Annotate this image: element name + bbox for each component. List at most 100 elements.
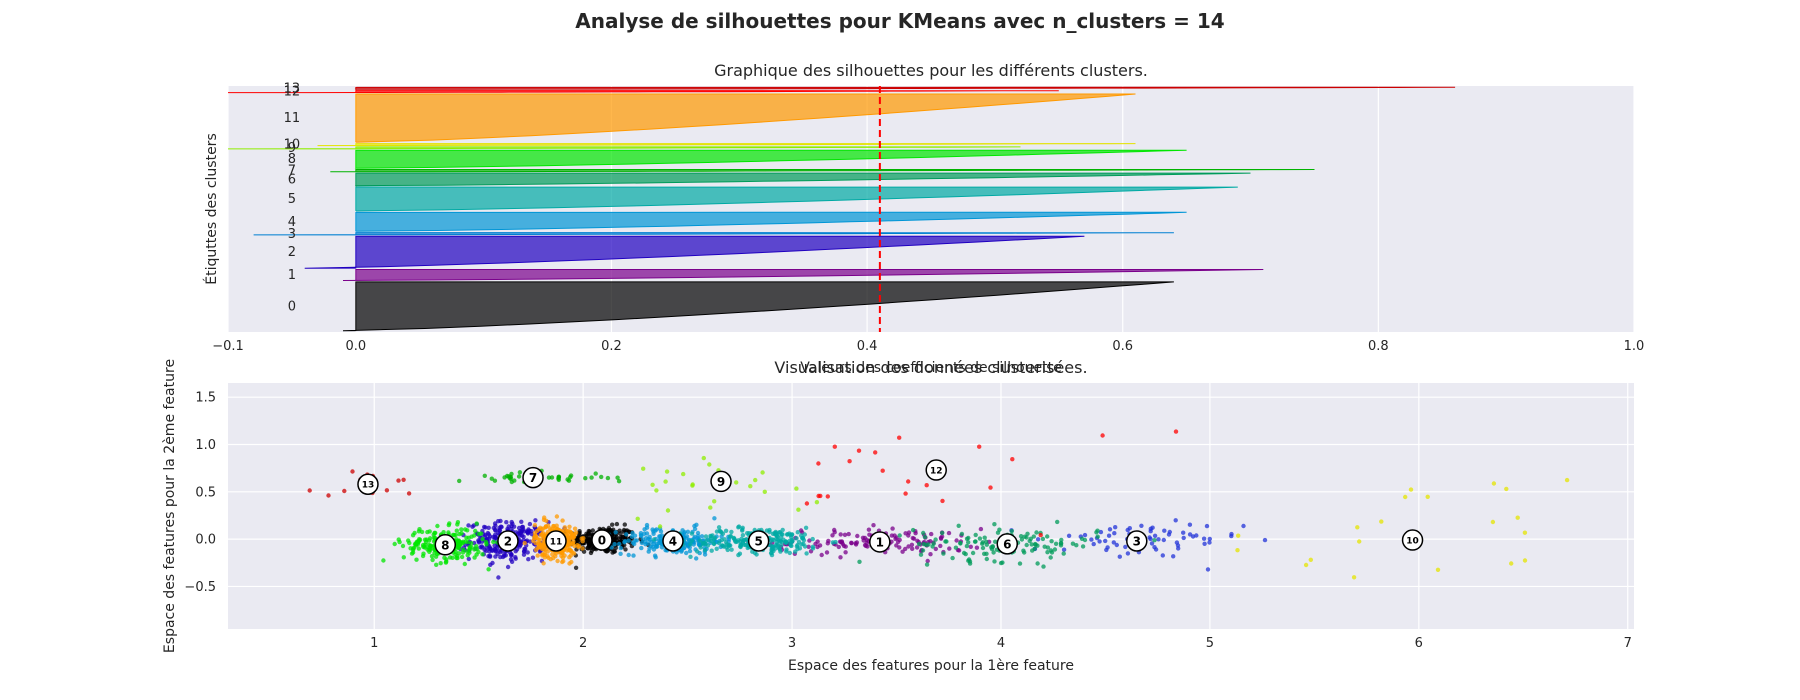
silhouette-x-tick-label: 0.6 <box>1112 339 1133 354</box>
silhouette-cluster-label: 12 <box>284 85 301 100</box>
scatter-point <box>543 547 549 552</box>
scatter-point <box>1204 523 1210 529</box>
scatter-point <box>613 530 618 535</box>
scatter-point <box>532 523 538 528</box>
scatter-point <box>505 564 511 570</box>
scatter-point <box>1207 536 1213 542</box>
scatter-point <box>1207 540 1212 545</box>
scatter-point <box>703 534 709 539</box>
scatter-point <box>849 540 854 545</box>
scatter-point <box>626 538 631 543</box>
scatter-point <box>493 535 499 541</box>
scatter-point <box>984 556 989 562</box>
scatter-point <box>1107 527 1113 532</box>
scatter-point <box>825 494 830 499</box>
scatter-point <box>1262 537 1268 543</box>
silhouette-x-ticks: −0.1 0.0 0.2 0.4 0.6 0.8 1.0 <box>212 339 1644 354</box>
cluster-center-marker <box>710 470 732 493</box>
scatter-point <box>716 540 722 546</box>
scatter-point <box>768 550 774 556</box>
scatter-point <box>416 546 421 551</box>
scatter-point <box>1205 567 1211 572</box>
scatter-point <box>452 532 457 538</box>
scatter-point <box>496 519 501 524</box>
cluster-center-label: 7 <box>529 471 537 485</box>
scatter-point <box>381 558 386 563</box>
scatter-point <box>1049 550 1055 555</box>
scatter-point <box>968 544 973 549</box>
scatter-point <box>643 539 648 544</box>
scatter-point <box>903 491 908 496</box>
scatter-point <box>651 531 656 536</box>
scatter-point <box>463 527 468 532</box>
scatter-point <box>871 523 876 528</box>
scatter-point <box>648 544 653 549</box>
scatter-point <box>897 435 902 440</box>
scatter-point <box>1035 543 1040 548</box>
scatter-point <box>569 532 575 537</box>
scatter-point <box>467 550 472 555</box>
cluster-center-marker <box>591 529 613 551</box>
scatter-point <box>480 552 485 557</box>
scatter-point <box>649 539 654 545</box>
scatter-point <box>563 527 568 533</box>
scatter-point <box>958 541 963 546</box>
scatter-point <box>980 541 985 546</box>
scatter-point <box>492 478 498 483</box>
scatter-point <box>588 550 594 556</box>
scatter-point <box>830 533 835 538</box>
scatter-point <box>533 518 538 523</box>
scatter-point <box>954 538 959 543</box>
scatter-point <box>977 536 983 541</box>
scatter-point <box>1029 542 1034 547</box>
scatter-point <box>913 531 918 536</box>
scatter-point <box>1021 548 1026 553</box>
scatter-point <box>708 538 714 544</box>
silhouette-y-axis-label: Étiquttes des clusters <box>203 133 220 284</box>
silhouette-band-10 <box>317 143 1136 147</box>
scatter-point <box>754 552 759 557</box>
scatter-point <box>1161 537 1167 543</box>
scatter-point <box>906 544 911 549</box>
scatter-point <box>723 528 729 533</box>
scatter-point <box>434 562 439 567</box>
scatter-point <box>702 547 708 553</box>
cluster-center-label: 5 <box>754 535 762 549</box>
scatter-point <box>726 542 732 548</box>
scatter-point <box>493 554 498 559</box>
scatter-point <box>584 531 589 536</box>
silhouette-band-0 <box>342 281 1174 332</box>
scatter-point <box>832 527 837 533</box>
scatter-point <box>516 474 522 479</box>
scatter-point <box>944 539 949 544</box>
scatter-point <box>444 557 449 562</box>
scatter-point <box>1041 564 1046 569</box>
scatter-point <box>964 536 970 541</box>
scatter-point <box>593 471 598 476</box>
scatter-point <box>635 516 640 521</box>
scatter-point <box>687 548 693 554</box>
scatter-point <box>729 529 734 535</box>
scatter-point <box>697 538 703 543</box>
scatter-point <box>956 523 961 528</box>
scatter-point <box>549 475 555 480</box>
scatter-point <box>1379 519 1384 524</box>
scatter-point <box>1147 535 1152 540</box>
scatter-point <box>701 455 706 461</box>
scatter-point <box>1055 519 1060 525</box>
scatter-point <box>622 540 627 545</box>
scatter-point <box>1019 537 1025 542</box>
scatter-point <box>466 556 471 562</box>
scatter-point <box>1491 481 1497 486</box>
scatter-point <box>424 537 429 542</box>
scatter-point <box>411 546 416 551</box>
scatter-point <box>733 539 738 545</box>
scatter-point <box>982 535 987 540</box>
scatter-point <box>525 550 530 555</box>
scatter-point <box>716 525 722 530</box>
scatter-point <box>903 531 908 536</box>
scatter-point <box>486 525 491 530</box>
scatter-point <box>605 475 611 481</box>
scatter-point <box>738 542 743 547</box>
